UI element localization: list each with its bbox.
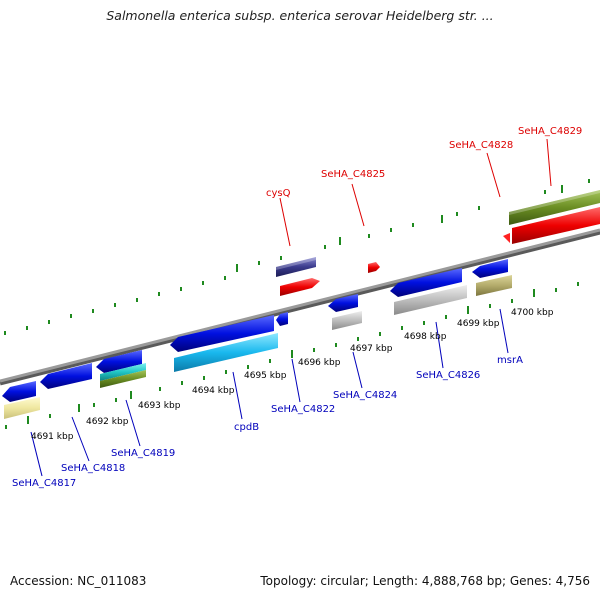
label-line-cysQ (279, 197, 291, 247)
gene-msrA-arrow[interactable] (472, 259, 508, 278)
gene-cpdB-box[interactable] (174, 333, 278, 372)
scale-label: 4691 kbp (31, 432, 74, 442)
gene-SeHA_C4824-arrow[interactable] (328, 294, 358, 312)
gene-label-SeHA_C4817[interactable]: SeHA_C4817 (12, 478, 76, 489)
gene-cpdB-arrow[interactable] (170, 315, 274, 352)
gene-label-SeHA_C4825[interactable]: SeHA_C4825 (321, 169, 385, 180)
gene-SeHA_C4824-box[interactable] (332, 311, 362, 330)
gene-label-cpdB[interactable]: cpdB (234, 422, 259, 433)
gene-red-arrow-cysQ[interactable] (280, 278, 320, 296)
gene-label-SeHA_C4822[interactable]: SeHA_C4822 (271, 404, 335, 415)
backbone-line (0, 228, 600, 383)
gene-cysQ-box[interactable] (276, 257, 316, 277)
gene-small-red-arrow[interactable] (503, 233, 510, 243)
label-line-SeHA_C4818 (71, 416, 90, 462)
scale-label: 4700 kbp (511, 308, 554, 318)
gene-label-SeHA_C4819[interactable]: SeHA_C4819 (111, 448, 175, 459)
gene-SeHA_C4819-box[interactable] (100, 363, 146, 388)
label-line-SeHA_C4826 (435, 321, 444, 369)
backbone-shadow (0, 229, 600, 386)
gene-SeHA_C4818-arrow[interactable] (40, 363, 92, 389)
scale-label: 4695 kbp (244, 371, 287, 381)
scale-label: 4696 kbp (298, 358, 341, 368)
label-line-SeHA_C4828 (486, 152, 501, 198)
label-line-SeHA_C4822 (291, 358, 301, 403)
scale-label: 4697 kbp (350, 344, 393, 354)
gene-label-SeHA_C4828[interactable]: SeHA_C4828 (449, 140, 513, 151)
scale-label: 4692 kbp (86, 417, 129, 427)
gene-blue-arrow[interactable] (96, 350, 142, 373)
gene-msrA-box[interactable] (476, 275, 512, 296)
gene-label-cysQ[interactable]: cysQ (266, 188, 291, 199)
label-line-SeHA_C4829 (546, 138, 552, 187)
gene-blue-arrow[interactable] (2, 381, 36, 402)
gene-label-SeHA_C4826[interactable]: SeHA_C4826 (416, 370, 480, 381)
gene-SeHA_C4829-box[interactable] (509, 190, 600, 225)
genome-summary-text: Topology: circular; Length: 4,888,768 bp… (260, 574, 590, 588)
scale-label: 4699 kbp (457, 319, 500, 329)
scale-label: 4693 kbp (138, 401, 181, 411)
gene-SeHA_C4822-arrow[interactable] (276, 312, 288, 326)
label-line-SeHA_C4825 (351, 183, 365, 227)
label-line-SeHA_C4824 (352, 351, 363, 389)
gene-label-msrA[interactable]: msrA (497, 355, 523, 366)
gene-SeHA_C4817-box[interactable] (4, 397, 40, 419)
gene-SeHA_C4826-arrow[interactable] (390, 268, 462, 297)
gene-label-SeHA_C4818[interactable]: SeHA_C4818 (61, 463, 125, 474)
scale-label: 4694 kbp (192, 386, 235, 396)
gene-SeHA_C4826-box[interactable] (394, 285, 467, 315)
map-title: Salmonella enterica subsp. enterica sero… (106, 8, 494, 23)
label-line-SeHA_C4819 (125, 399, 141, 447)
label-line-cpdB (232, 371, 243, 420)
accession-text: Accession: NC_011083 (10, 574, 147, 588)
label-line-SeHA_C4817 (30, 431, 43, 477)
gene-SeHA_C4825-arrow[interactable] (368, 262, 380, 273)
scale-label: 4698 kbp (404, 332, 447, 342)
gene-label-SeHA_C4824[interactable]: SeHA_C4824 (333, 390, 397, 401)
gene-label-SeHA_C4829[interactable]: SeHA_C4829 (518, 126, 582, 137)
gene-SeHA_C4828-arrow[interactable] (512, 207, 600, 244)
label-line-msrA (499, 308, 509, 354)
